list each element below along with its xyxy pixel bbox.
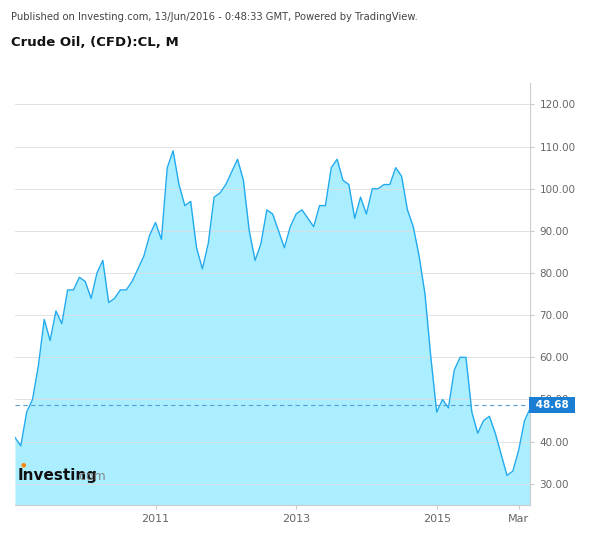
Text: ●: ● bbox=[20, 462, 26, 467]
Text: 48.68: 48.68 bbox=[532, 400, 572, 410]
Text: Crude Oil, (CFD):CL, M: Crude Oil, (CFD):CL, M bbox=[11, 36, 179, 49]
Text: .com: .com bbox=[76, 470, 106, 483]
Text: Published on Investing.com, 13/Jun/2016 - 0:48:33 GMT, Powered by TradingView.: Published on Investing.com, 13/Jun/2016 … bbox=[11, 12, 417, 22]
Text: Investing: Investing bbox=[18, 468, 98, 483]
